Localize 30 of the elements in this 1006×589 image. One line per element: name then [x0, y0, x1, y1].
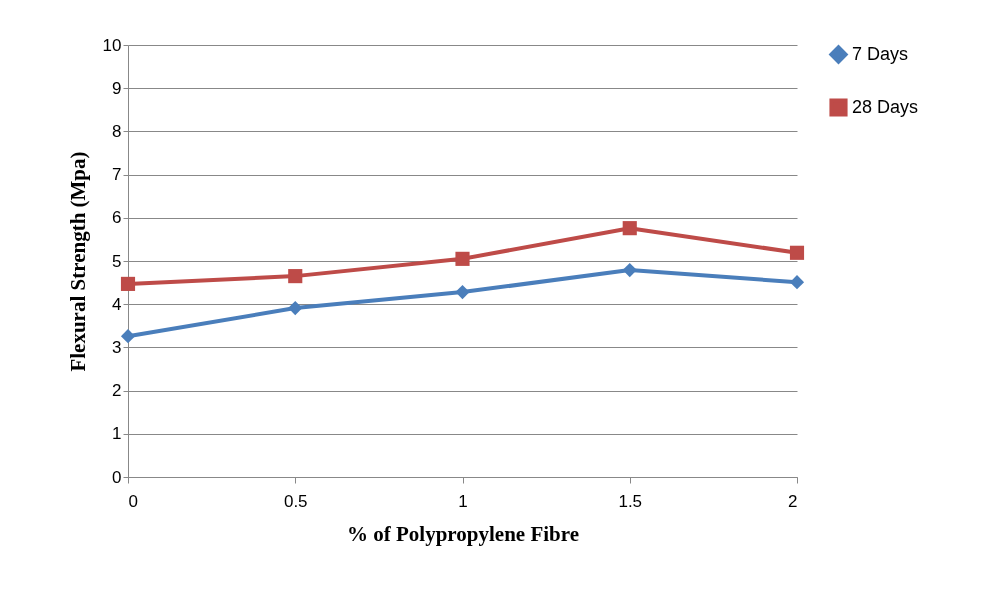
point	[455, 251, 470, 266]
legend-label: 28 Days	[852, 96, 919, 117]
y-axis-title: Flexural Strength (Mpa)	[65, 151, 90, 372]
point	[120, 329, 136, 344]
point	[288, 301, 303, 316]
y-tick-label: 4	[112, 294, 122, 314]
y-tick-label: 8	[112, 121, 122, 141]
y-tick-label: 1	[112, 424, 122, 444]
x-tick-label: 1	[458, 491, 468, 511]
y-tick-label: 0	[112, 467, 122, 487]
x-tick-label: 0.5	[283, 491, 308, 511]
point	[288, 269, 303, 284]
point	[622, 263, 637, 278]
x-tick-label: 0	[128, 491, 138, 511]
point	[789, 275, 805, 290]
y-tick-label: 10	[102, 35, 122, 55]
point	[455, 285, 470, 300]
point	[120, 276, 136, 291]
legend-label: 7 Days	[852, 43, 909, 64]
point	[789, 245, 805, 260]
y-tick-label: 9	[112, 78, 122, 98]
y-tick-label: 3	[112, 337, 122, 357]
y-tick-label: 5	[112, 251, 122, 271]
x-axis-title: % of Polypropylene Fibre	[347, 521, 579, 546]
y-tick-label: 6	[112, 208, 122, 228]
y-tick-label: 2	[112, 381, 122, 401]
x-tick-label: 2	[788, 491, 798, 511]
point	[622, 221, 637, 236]
x-tick-label: 1.5	[618, 491, 643, 511]
y-tick-label: 7	[112, 165, 122, 185]
